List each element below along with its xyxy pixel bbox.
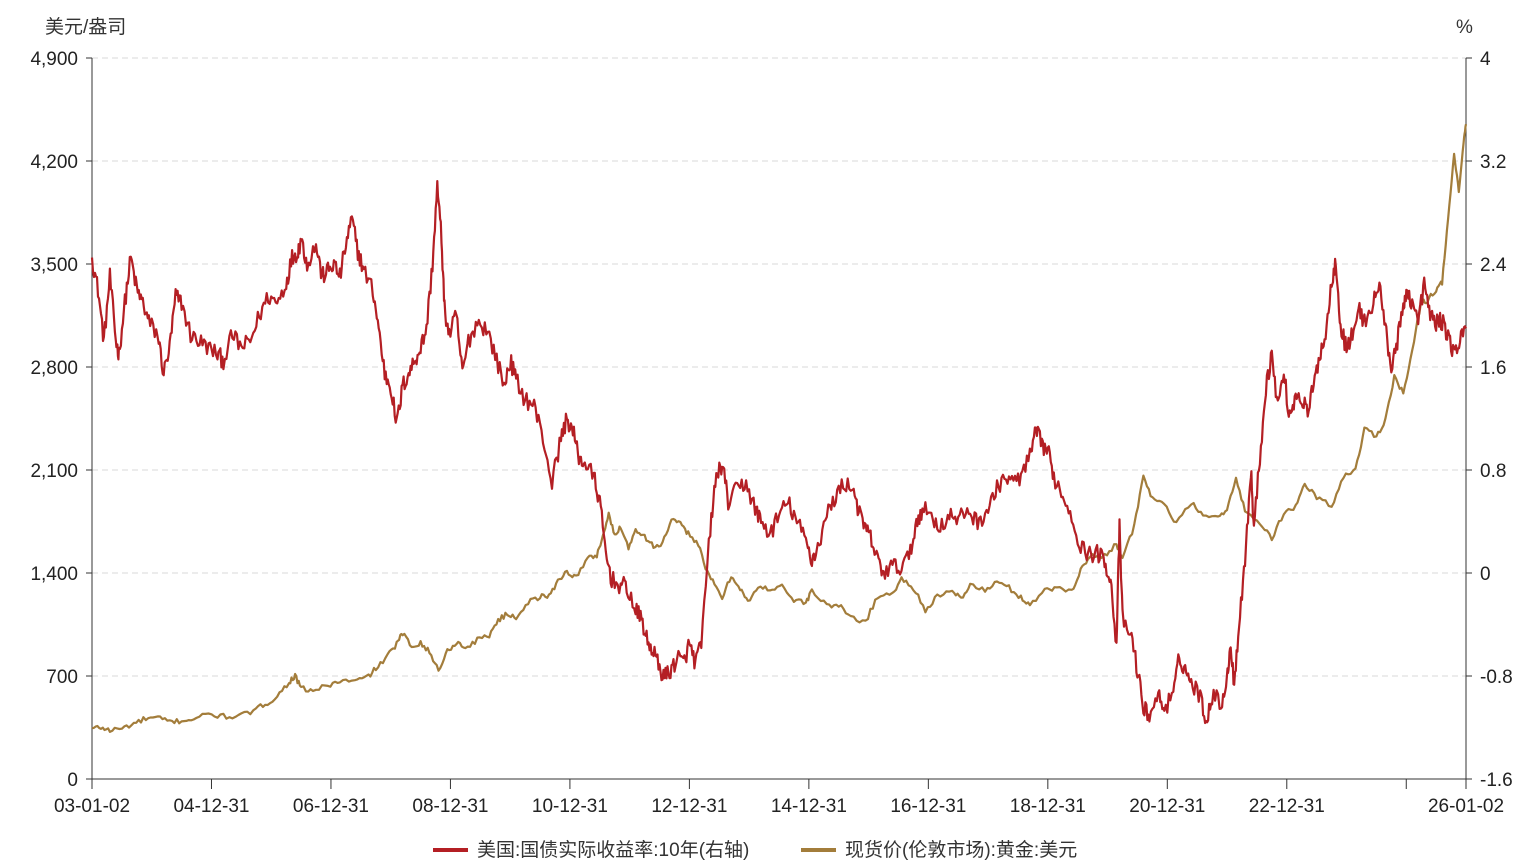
x-tick-label: 20-12-31 <box>1129 796 1205 817</box>
series-layer <box>90 123 1468 733</box>
x-tick-label: 26-01-02 <box>1428 796 1504 817</box>
legend: 美国:国债实际收益率:10年(右轴) 现货价(伦敦市场):黄金:美元 <box>433 839 1077 861</box>
right-tick-label: -0.8 <box>1480 667 1513 688</box>
left-tick-label: 700 <box>46 667 78 688</box>
right-tick-label: 3.2 <box>1480 152 1506 173</box>
right-tick-label: 0.8 <box>1480 461 1506 482</box>
axes <box>91 58 1467 780</box>
right-tick-label: 2.4 <box>1480 255 1507 276</box>
x-tick-label: 04-12-31 <box>173 796 249 817</box>
x-tick-label: 03-01-02 <box>54 796 130 817</box>
x-tick-label: 12-12-31 <box>651 796 727 817</box>
right-tick-label: 1.6 <box>1480 358 1506 379</box>
right-tick-label: 4 <box>1480 49 1491 70</box>
series-line-gold-price <box>91 123 1468 733</box>
left-tick-label: 0 <box>67 770 78 791</box>
x-tick-label: 06-12-31 <box>293 796 369 817</box>
right-axis-unit-label: % <box>1456 17 1473 38</box>
x-tick-label: 18-12-31 <box>1010 796 1086 817</box>
right-tick-label: -1.6 <box>1480 770 1513 791</box>
left-tick-label: 4,900 <box>30 49 78 70</box>
legend-label-gold-price: 现货价(伦敦市场):黄金:美元 <box>845 839 1077 861</box>
left-axis-unit-label: 美元/盎司 <box>45 16 126 38</box>
grid-lines <box>92 57 1466 677</box>
right-axis-ticks: -1.6 -0.8 0 0.8 1.6 2.4 3.2 4 <box>1466 49 1513 791</box>
left-tick-label: 1,400 <box>30 564 78 585</box>
series-line-real-yield <box>90 180 1467 725</box>
left-tick-label: 4,200 <box>30 152 78 173</box>
x-tick-label: 10-12-31 <box>532 796 608 817</box>
left-tick-label: 3,500 <box>30 255 78 276</box>
x-axis-ticks: 03-01-02 04-12-31 06-12-31 08-12-31 10-12-31… <box>54 779 1504 817</box>
left-tick-label: 2,800 <box>30 358 78 379</box>
legend-label-real-yield: 美国:国债实际收益率:10年(右轴) <box>477 839 749 861</box>
left-axis-ticks: 0 700 1,400 2,100 2,800 3,500 4,200 4,900 <box>30 49 92 791</box>
x-tick-label: 14-12-31 <box>771 796 847 817</box>
x-tick-label: 08-12-31 <box>412 796 488 817</box>
right-tick-label: 0 <box>1480 564 1491 585</box>
left-tick-label: 2,100 <box>30 461 78 482</box>
x-tick-label: 22-12-31 <box>1249 796 1325 817</box>
x-tick-label: 16-12-31 <box>890 796 966 817</box>
